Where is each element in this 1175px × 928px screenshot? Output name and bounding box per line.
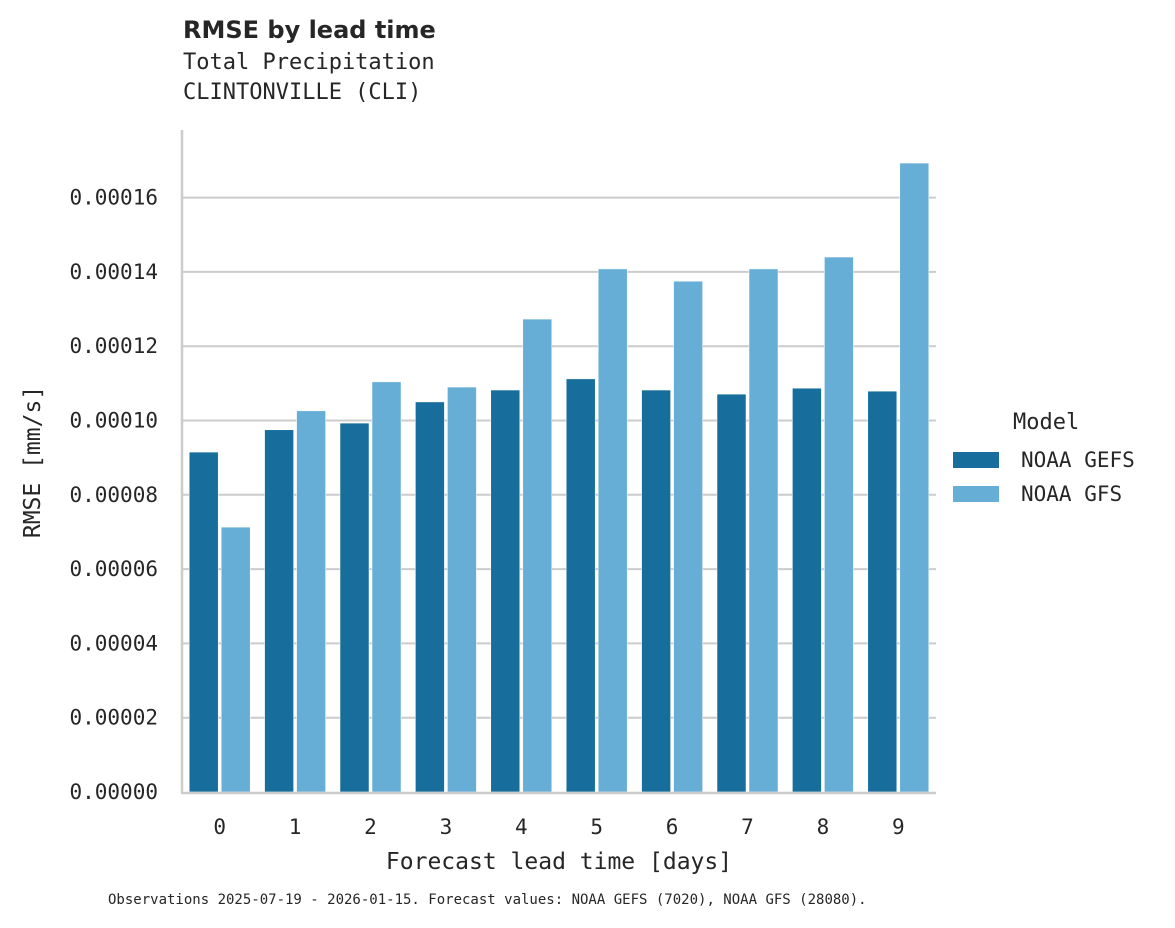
x-tick-label: 2 bbox=[364, 815, 377, 839]
legend-swatch-gfs bbox=[953, 486, 999, 502]
x-tick-label: 0 bbox=[213, 815, 226, 839]
legend-swatch-gefs bbox=[953, 452, 999, 468]
legend-label-gefs: NOAA GEFS bbox=[1021, 448, 1135, 472]
x-tick-label: 6 bbox=[666, 815, 679, 839]
legend: Model NOAA GEFS NOAA GFS bbox=[953, 410, 1135, 511]
bar-gefs-lead-3 bbox=[415, 401, 445, 793]
bar-gfs-lead-1 bbox=[296, 410, 326, 793]
bar-gefs-lead-6 bbox=[641, 389, 671, 793]
legend-title: Model bbox=[1013, 410, 1080, 435]
bar-gfs-lead-9 bbox=[899, 162, 930, 793]
bar-gefs-lead-1 bbox=[264, 429, 294, 793]
y-tick-label: 0.00016 bbox=[69, 186, 158, 210]
bar-gefs-lead-9 bbox=[867, 390, 898, 793]
x-tick-label: 7 bbox=[741, 815, 754, 839]
chart-title: RMSE by lead time bbox=[183, 16, 436, 44]
bar-gefs-lead-7 bbox=[716, 393, 747, 793]
bar-gfs-lead-3 bbox=[447, 386, 477, 793]
x-tick-label: 4 bbox=[515, 815, 528, 839]
bar-gefs-lead-5 bbox=[565, 378, 596, 793]
y-axis-label: RMSE [mm/s] bbox=[20, 386, 46, 538]
bar-gfs-lead-5 bbox=[597, 268, 628, 793]
x-tick-label: 3 bbox=[440, 815, 453, 839]
x-tick-label: 9 bbox=[892, 815, 905, 839]
y-tick-label: 0.00002 bbox=[69, 706, 158, 730]
bar-gfs-lead-8 bbox=[824, 256, 854, 793]
bar-gfs-lead-7 bbox=[748, 268, 779, 793]
bar-gefs-lead-2 bbox=[339, 422, 370, 793]
y-tick-label: 0.00006 bbox=[69, 557, 158, 581]
bar-gfs-lead-2 bbox=[371, 381, 402, 793]
y-tick-label: 0.00014 bbox=[69, 260, 158, 284]
y-tick-label: 0.00008 bbox=[69, 483, 158, 507]
x-tick-label: 8 bbox=[817, 815, 830, 839]
chart-subtitle-variable: Total Precipitation bbox=[183, 50, 435, 75]
y-tick-label: 0.00004 bbox=[69, 631, 158, 655]
bar-gefs-lead-8 bbox=[792, 387, 822, 793]
x-axis-label: Forecast lead time [days] bbox=[386, 849, 732, 875]
legend-item-gefs: NOAA GEFS bbox=[953, 443, 1135, 477]
y-tick-label: 0.00012 bbox=[69, 334, 158, 358]
x-tick-label: 5 bbox=[590, 815, 603, 839]
legend-item-gfs: NOAA GFS bbox=[953, 477, 1135, 511]
footnote: Observations 2025-07-19 - 2026-01-15. Fo… bbox=[108, 892, 867, 908]
chart-subtitle-station: CLINTONVILLE (CLI) bbox=[183, 80, 422, 105]
bar-gefs-lead-4 bbox=[490, 389, 521, 793]
x-tick-label: 1 bbox=[289, 815, 302, 839]
bar-gfs-lead-0 bbox=[220, 526, 251, 793]
y-tick-label: 0.00000 bbox=[69, 780, 158, 804]
legend-label-gfs: NOAA GFS bbox=[1021, 482, 1123, 506]
bar-gfs-lead-6 bbox=[673, 280, 703, 793]
bar-gfs-lead-4 bbox=[522, 318, 553, 793]
bar-gefs-lead-0 bbox=[188, 451, 219, 793]
y-tick-label: 0.00010 bbox=[69, 409, 158, 433]
